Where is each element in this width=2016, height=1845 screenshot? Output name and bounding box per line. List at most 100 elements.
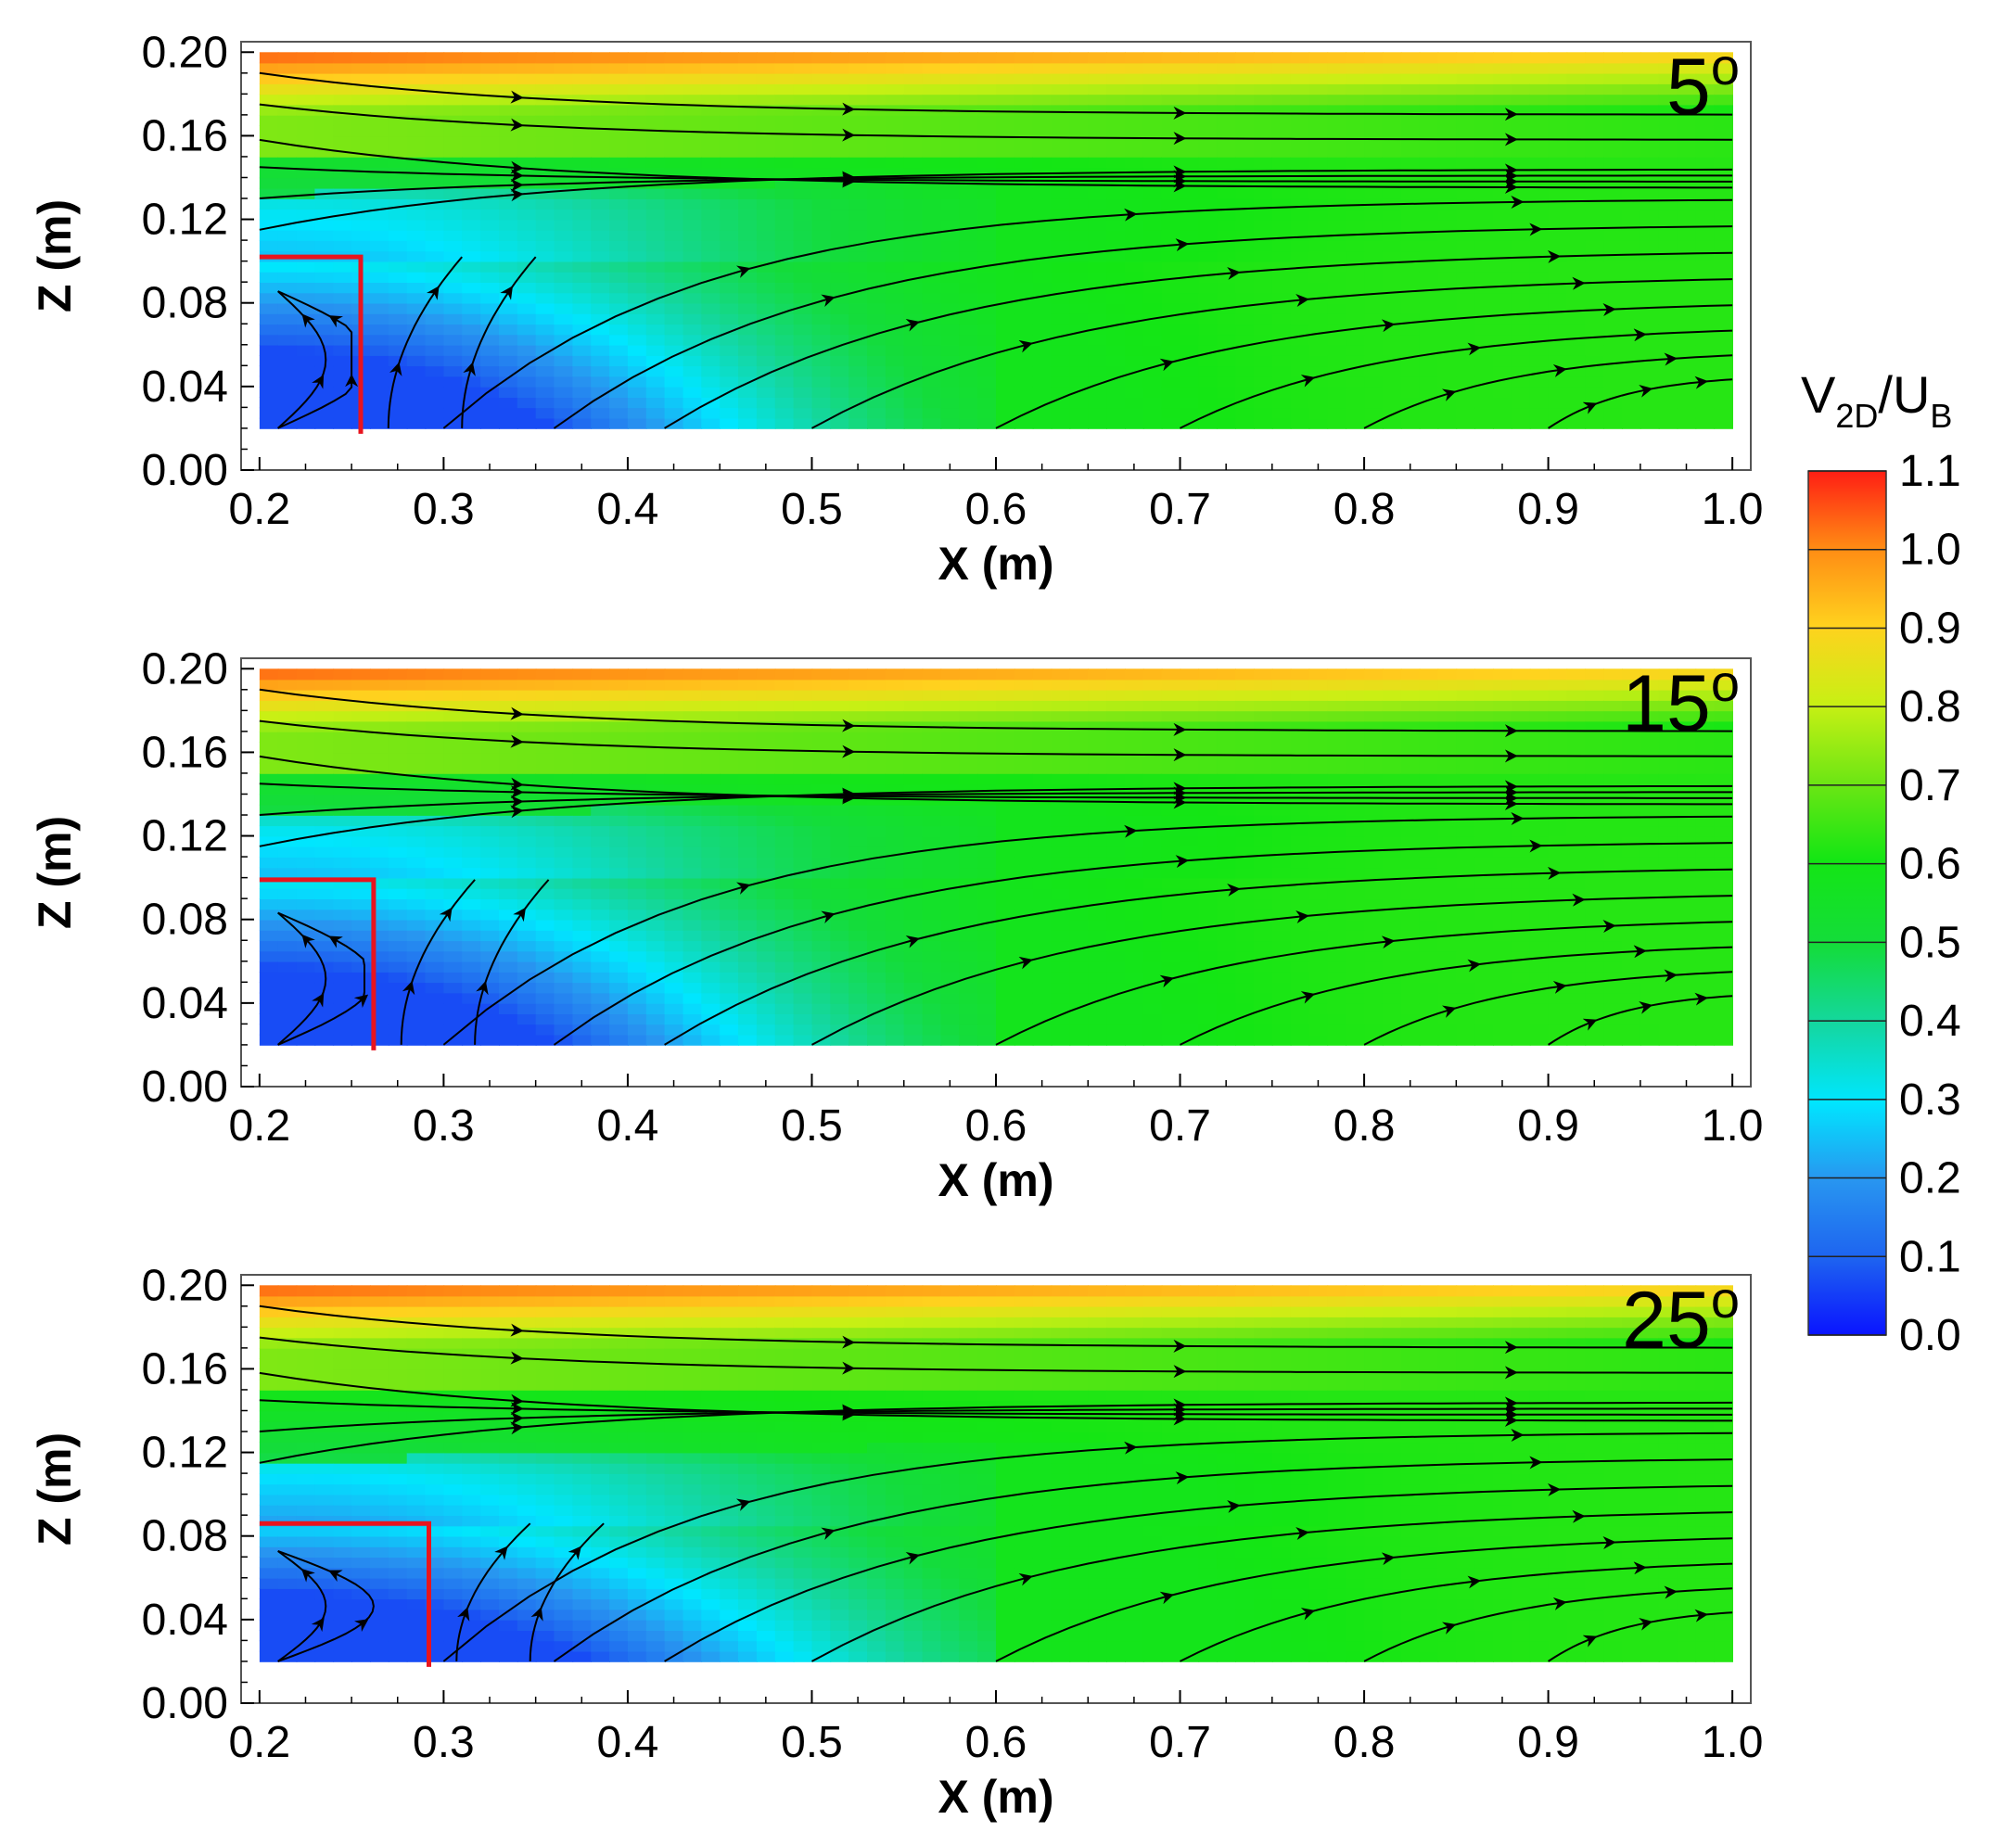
field-cell (811, 992, 832, 1004)
field-cell (1198, 209, 1219, 221)
field-cell (1180, 689, 1200, 701)
field-cell (1106, 930, 1126, 942)
field-cell (645, 825, 666, 837)
field-cell (1529, 104, 1550, 116)
field-cell (738, 773, 758, 785)
field-cell (1198, 940, 1219, 952)
field-cell (1714, 52, 1733, 64)
field-cell (277, 679, 298, 691)
field-cell (351, 689, 371, 701)
field-cell (701, 209, 721, 221)
field-cell (443, 783, 464, 795)
field-cell (388, 930, 408, 942)
field-cell (756, 857, 776, 869)
field-cell (480, 324, 500, 336)
field-cell (940, 762, 961, 774)
field-cell (1529, 135, 1550, 147)
field-cell (903, 282, 924, 294)
field-cell (793, 407, 813, 419)
field-cell (1640, 407, 1660, 419)
field-cell (1051, 72, 1071, 84)
field-cell (664, 992, 684, 1004)
field-cell (1235, 240, 1255, 252)
field-cell (1364, 52, 1384, 64)
field-cell (959, 1034, 978, 1046)
field-cell (811, 857, 832, 869)
field-cell (277, 815, 298, 827)
field-cell (517, 72, 537, 84)
field-cell (572, 857, 593, 869)
field-cell (1014, 282, 1034, 294)
field-cell (609, 972, 629, 984)
field-cell (499, 229, 518, 241)
field-cell (1180, 114, 1200, 126)
field-cell (885, 302, 905, 314)
field-cell (1548, 397, 1568, 409)
streamline (461, 256, 537, 428)
field-cell (940, 909, 961, 921)
field-cell (867, 857, 887, 869)
field-cell (259, 94, 279, 106)
field-cell (645, 773, 666, 785)
field-cell (1622, 62, 1641, 74)
field-cell (1474, 125, 1494, 137)
field-cell (1125, 815, 1144, 827)
field-cell (480, 417, 500, 429)
field-cell (535, 689, 555, 701)
field-cell (1529, 240, 1550, 252)
field-cell (756, 679, 776, 691)
field-cell (609, 867, 629, 879)
field-cell (683, 887, 703, 899)
field-cell (720, 762, 739, 774)
field-cell (259, 365, 279, 377)
field-cell (903, 135, 924, 147)
field-cell (1382, 261, 1402, 273)
field-cell (756, 835, 776, 847)
field-cell (1493, 187, 1512, 199)
field-cell (1364, 187, 1384, 199)
field-cell (720, 1034, 739, 1046)
field-cell (1142, 229, 1163, 241)
field-cell (1677, 177, 1697, 189)
field-cell (1419, 177, 1439, 189)
field-cell (1695, 187, 1716, 199)
field-cell (462, 982, 481, 994)
field-cell (1106, 187, 1126, 199)
field-cell (664, 700, 684, 712)
field-cell (1566, 125, 1587, 137)
field-cell (811, 835, 832, 847)
field-cell (1142, 198, 1163, 210)
field-cell (314, 783, 335, 795)
field-cell (1161, 898, 1181, 910)
field-cell (793, 1013, 813, 1025)
field-cell (591, 407, 610, 419)
field-cell (388, 292, 408, 304)
field-cell (1142, 909, 1163, 921)
field-cell (811, 919, 832, 931)
panel-15deg: 0.2 0.3 0.4 0.5 0.6 0.7 0.8 0.9 1.00.000.040.080… (29, 644, 1764, 1206)
field-cell (683, 835, 703, 847)
field-cell (1051, 982, 1071, 994)
field-cell (480, 898, 500, 910)
field-cell (296, 731, 316, 743)
field-cell (1346, 407, 1365, 419)
field-cell (1125, 250, 1144, 262)
field-cell (683, 104, 703, 116)
field-cell (388, 919, 408, 931)
field-cell (443, 877, 464, 889)
field-cell (1235, 94, 1255, 106)
field-cell (1419, 250, 1439, 262)
field-cell (572, 689, 593, 701)
field-cell (388, 229, 408, 241)
field-cell (977, 825, 997, 837)
field-cell (1014, 114, 1034, 126)
field-cell (1198, 919, 1219, 931)
field-cell (296, 52, 316, 64)
field-cell (351, 52, 371, 64)
field-cell (388, 846, 408, 858)
field-cell (1161, 344, 1181, 356)
field-cell (443, 167, 464, 179)
field-cell (664, 261, 684, 273)
field-cell (1677, 302, 1697, 314)
field-cell (388, 1024, 408, 1036)
